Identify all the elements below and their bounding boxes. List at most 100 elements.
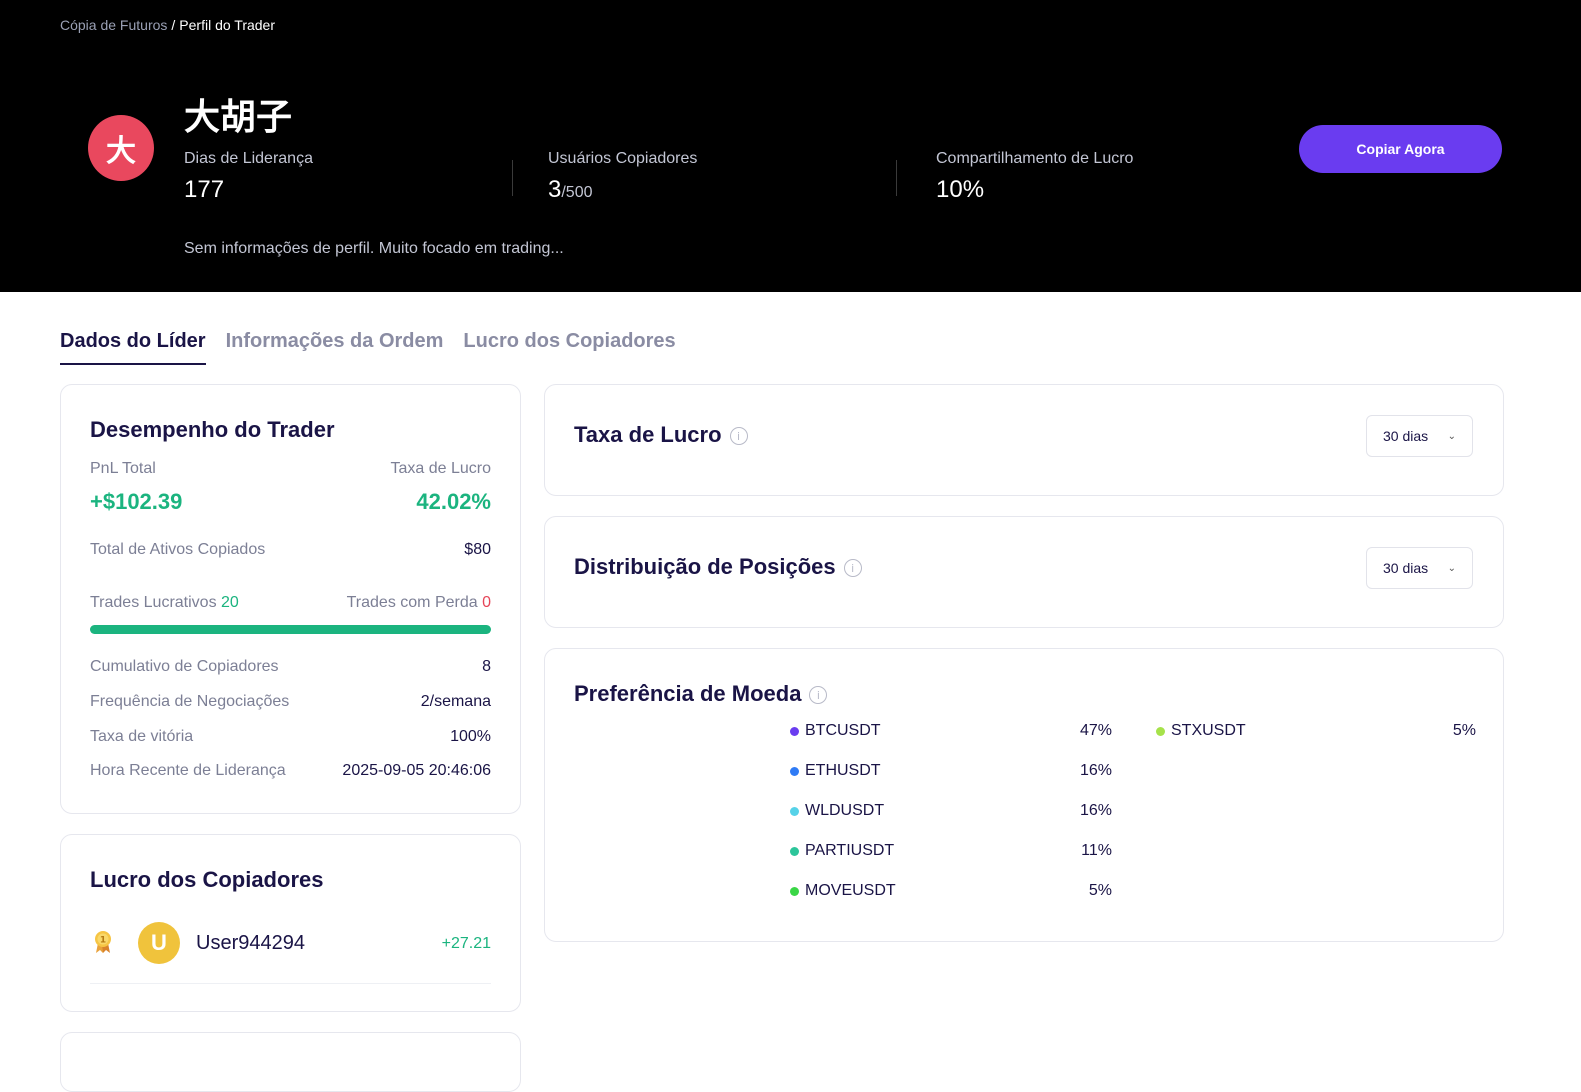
coin-symbol: STXUSDT xyxy=(1171,722,1246,739)
tab-copier-profit[interactable]: Lucro dos Copiadores xyxy=(463,330,676,352)
copier-username[interactable]: User944294 xyxy=(196,932,305,954)
breadcrumb: Cópia de Futuros / Perfil do Trader xyxy=(60,17,275,33)
assets-label: Total de Ativos Copiados xyxy=(90,541,266,558)
frequency-row: Frequência de Negociações 2/semana xyxy=(90,693,491,711)
losing-trades-label: Trades com Perda xyxy=(346,594,478,611)
pnl-value: +$102.39 xyxy=(90,489,183,514)
trader-bio: Sem informações de perfil. Muito focado … xyxy=(184,240,564,257)
copiers-count: 3 xyxy=(548,176,562,203)
copier-profit-value: +27.21 xyxy=(441,935,491,952)
recent-lead-label: Hora Recente de Liderança xyxy=(90,762,286,779)
coin-legend-item: PARTIUSDT xyxy=(790,842,894,860)
breadcrumb-separator: / xyxy=(171,17,176,33)
positions-title: Distribuição de Posições xyxy=(574,554,836,579)
stat-value: 10% xyxy=(936,176,985,203)
medal-icon: 1 xyxy=(95,931,111,953)
legend-dot xyxy=(790,886,799,896)
breadcrumb-current: Perfil do Trader xyxy=(179,17,276,33)
period-select[interactable]: 30 dias ⌄ xyxy=(1366,547,1473,589)
card-title: Lucro dos Copiadores xyxy=(90,867,324,892)
info-icon[interactable]: i xyxy=(843,559,862,578)
additional-card xyxy=(60,1032,521,1092)
winrate-value: 100% xyxy=(450,728,491,745)
divider xyxy=(512,160,513,196)
assets-row: Total de Ativos Copiados $80 xyxy=(90,541,491,559)
card-title: Desempenho do Trader xyxy=(90,417,335,442)
winning-trades-label: Trades Lucrativos xyxy=(90,594,217,611)
tab-order-info[interactable]: Informações da Ordem xyxy=(225,330,444,352)
divider xyxy=(896,160,897,196)
period-select-value: 30 dias xyxy=(1383,560,1429,576)
legend-dot xyxy=(790,846,799,856)
coin-symbol: WLDUSDT xyxy=(805,802,885,819)
coin-legend-item: BTCUSDT xyxy=(790,722,881,740)
coin-symbol: BTCUSDT xyxy=(805,722,881,739)
info-icon[interactable]: i xyxy=(809,686,828,705)
stat-label: Compartilhamento de Lucro xyxy=(936,150,1134,167)
losing-trades: Trades com Perda 0 xyxy=(347,594,491,612)
frequency-value: 2/semana xyxy=(420,693,491,710)
legend-dot xyxy=(790,726,799,736)
legend-dot xyxy=(790,806,799,816)
losing-trades-value: 0 xyxy=(482,594,491,611)
stat-profit-share: Compartilhamento de Lucro 10% xyxy=(936,150,1133,204)
assets-value: $80 xyxy=(464,541,491,558)
pnl-label: PnL Total xyxy=(90,460,156,477)
period-select[interactable]: 30 dias ⌄ xyxy=(1366,415,1473,457)
profit-rate-title: Taxa de Lucro xyxy=(574,422,722,447)
breadcrumb-parent-link[interactable]: Cópia de Futuros xyxy=(60,17,168,33)
recent-lead-value: 2025-09-05 20:46:06 xyxy=(342,762,491,779)
cum-copiers-label: Cumulativo de Copiadores xyxy=(90,658,279,675)
card-title: Preferência de Moeda i xyxy=(574,681,828,707)
coin-percent: 11% xyxy=(1081,842,1112,859)
pnl-labels-row: PnL Total Taxa de Lucro xyxy=(90,460,491,478)
coin-symbol: PARTIUSDT xyxy=(805,842,895,859)
performance-card: Desempenho do Trader PnL Total Taxa de L… xyxy=(60,384,521,814)
cum-copiers-row: Cumulativo de Copiadores 8 xyxy=(90,658,491,676)
period-select-value: 30 dias xyxy=(1383,428,1429,444)
card-title: Distribuição de Posições i xyxy=(574,554,862,580)
copiers-max: /500 xyxy=(561,184,593,201)
winning-trades-value: 20 xyxy=(221,594,239,611)
trader-name: 大胡子 xyxy=(184,97,293,138)
recent-lead-row: Hora Recente de Liderança 2025-09-05 20:… xyxy=(90,762,491,780)
coin-legend-item: WLDUSDT xyxy=(790,802,884,820)
trades-row: Trades Lucrativos 20 Trades com Perda 0 xyxy=(90,594,491,612)
stat-label: Usuários Copiadores xyxy=(548,150,698,167)
winrate-label: Taxa de vitória xyxy=(90,728,194,745)
coin-percent: 5% xyxy=(1088,882,1112,899)
legend-dot xyxy=(790,766,799,776)
coin-percent: 16% xyxy=(1079,762,1112,779)
cum-copiers-value: 8 xyxy=(482,658,491,675)
profit-rate-label: Taxa de Lucro xyxy=(390,460,491,477)
coin-legend-item: ETHUSDT xyxy=(790,762,881,780)
pnl-values-row: +$102.39 42.02% xyxy=(90,489,491,515)
coin-legend-item: MOVEUSDT xyxy=(790,882,896,900)
currency-preference-card: Preferência de Moeda i BTCUSDT 47% ETHUSD… xyxy=(544,648,1504,942)
position-distribution-card: Distribuição de Posições i 30 dias ⌄ xyxy=(544,516,1504,628)
coin-percent: 5% xyxy=(1452,722,1476,739)
chevron-down-icon: ⌄ xyxy=(1447,430,1456,442)
win-loss-progress-bar xyxy=(90,625,491,634)
tab-leader-data[interactable]: Dados do Líder xyxy=(60,330,206,365)
tab-bar: Dados do Líder Informações da Ordem Lucr… xyxy=(60,330,676,365)
info-icon[interactable]: i xyxy=(729,427,748,446)
stat-label: Dias de Liderança xyxy=(184,150,313,167)
coin-symbol: ETHUSDT xyxy=(805,762,881,779)
winning-trades: Trades Lucrativos 20 xyxy=(90,594,239,612)
card-title: Taxa de Lucro i xyxy=(574,422,748,448)
profit-rate-value: 42.02% xyxy=(416,489,491,514)
divider xyxy=(90,983,491,984)
svg-text:1: 1 xyxy=(100,936,106,946)
coin-percent: 47% xyxy=(1079,722,1112,739)
trader-header: Cópia de Futuros / Perfil do Trader 大 大胡子 … xyxy=(0,0,1581,292)
trader-avatar: 大 xyxy=(88,115,154,181)
coin-percent: 16% xyxy=(1079,802,1112,819)
frequency-label: Frequência de Negociações xyxy=(90,693,290,710)
copy-now-button[interactable]: Copiar Agora xyxy=(1299,125,1502,173)
winrate-row: Taxa de vitória 100% xyxy=(90,728,491,746)
currency-pref-title: Preferência de Moeda xyxy=(574,681,802,706)
profit-rate-card: Taxa de Lucro i 30 dias ⌄ xyxy=(544,384,1504,496)
copier-profit-card: Lucro dos Copiadores 1 U User944294 +27.… xyxy=(60,834,521,1012)
copier-avatar: U xyxy=(138,922,180,964)
